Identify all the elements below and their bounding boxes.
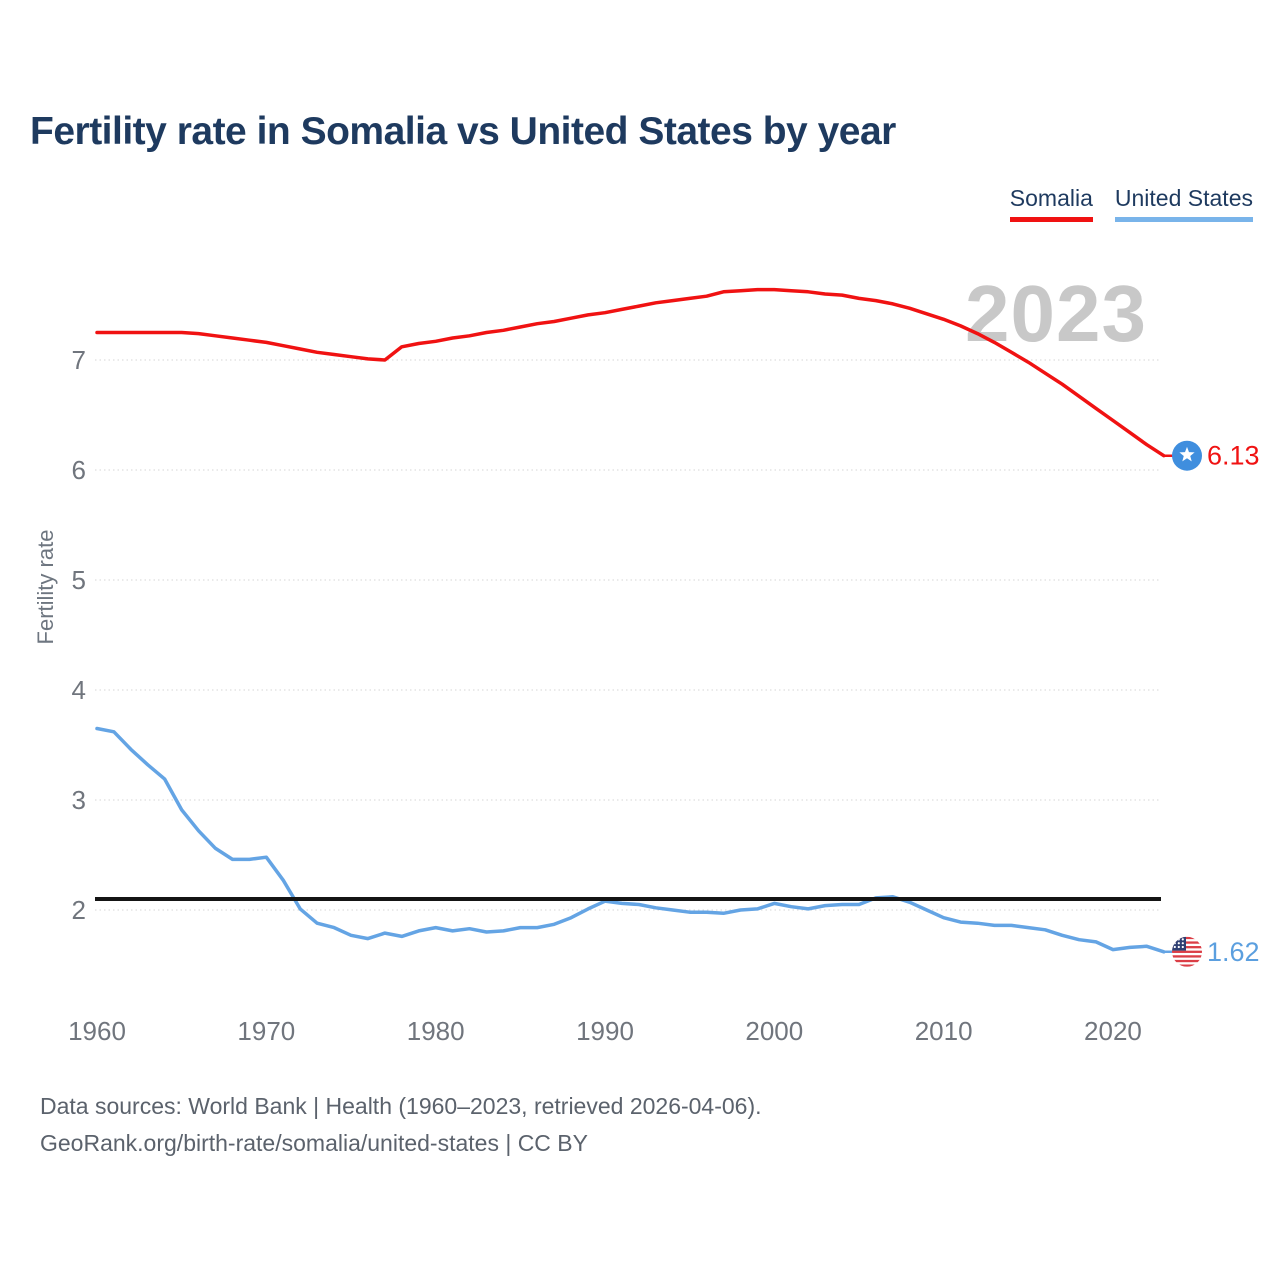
legend-item-united-states[interactable]: United States [1114,185,1253,222]
legend-label-united-states: United States [1114,185,1253,211]
x-tick-label-2010: 2010 [915,1016,973,1046]
somalia-end-value: 6.13 [1207,441,1260,471]
y-tick-label-4: 4 [72,675,86,705]
x-tick-label-1960: 1960 [68,1016,126,1046]
us-flag-icon [1172,936,1202,967]
y-tick-label-7: 7 [72,345,86,375]
x-tick-label-2020: 2020 [1084,1016,1142,1046]
y-tick-label-2: 2 [72,895,86,925]
footer-attribution: GeoRank.org/birth-rate/somalia/united-st… [40,1130,588,1156]
footer-sources: Data sources: World Bank | Health (1960–… [40,1093,762,1119]
page-title: Fertility rate in Somalia vs United Stat… [30,110,896,153]
legend-label-somalia: Somalia [1009,185,1093,211]
y-tick-label-3: 3 [72,785,86,815]
united-states-line[interactable] [95,726,1166,954]
x-tick-label-1990: 1990 [576,1016,634,1046]
y-tick-label-6: 6 [72,455,86,485]
somalia-line[interactable] [95,287,1166,458]
legend-item-somalia[interactable]: Somalia [1009,185,1093,222]
x-tick-label-1980: 1980 [407,1016,465,1046]
us-end-value: 1.62 [1207,937,1260,967]
y-tick-label-5: 5 [72,565,86,595]
somalia-flag-icon [1172,440,1202,471]
footer: Data sources: World Bank | Health (1960–… [40,1088,762,1162]
x-tick-label-1970: 1970 [237,1016,295,1046]
x-tick-label-2000: 2000 [745,1016,803,1046]
legend: Somalia United States [1009,185,1253,222]
